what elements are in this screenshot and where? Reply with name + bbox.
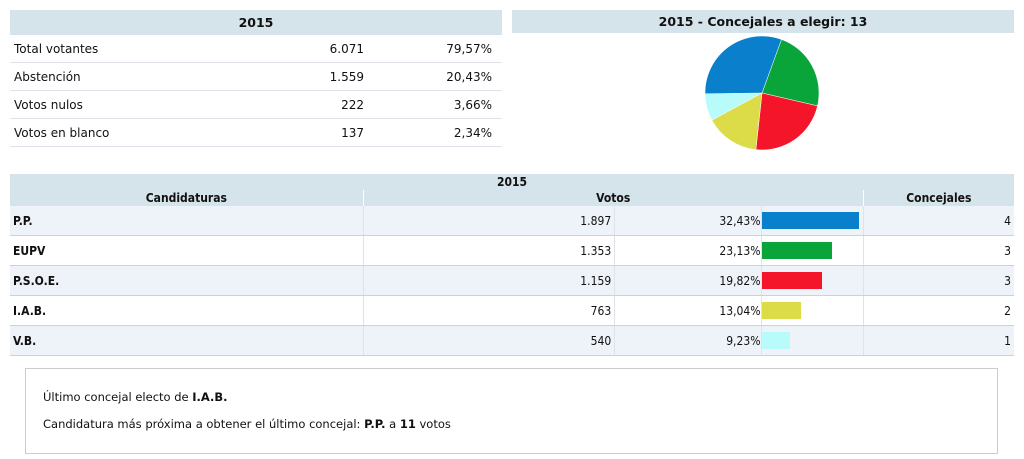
note-box: Último concejal electo de I.A.B. Candida…	[25, 368, 998, 454]
party-name: EUPV	[10, 235, 364, 266]
summary-row: Total votantes 6.071 79,57%	[10, 35, 502, 63]
party-seats: 3	[863, 265, 1014, 296]
summary-table: 2015 Total votantes 6.071 79,57% Abstenc…	[10, 10, 502, 147]
pie-panel: 2015 - Concejales a elegir: 13	[512, 10, 1014, 160]
header-candidaturas: Candidaturas	[10, 190, 364, 206]
party-seats: 3	[863, 235, 1014, 266]
party-votes: 540	[363, 325, 616, 356]
header-votos: Votos	[363, 190, 864, 206]
party-name: P.P.	[10, 206, 364, 236]
pie-title: 2015 - Concejales a elegir: 13	[512, 10, 1014, 33]
party-votes: 763	[363, 295, 616, 326]
party-bar	[762, 332, 791, 349]
party-votes: 1.897	[363, 206, 616, 236]
results-table: 2015 Candidaturas Votos Concejales P.P. …	[10, 174, 1014, 356]
closest-candidate-text: Candidatura más próxima a obtener el últ…	[43, 417, 451, 431]
summary-value: 137	[240, 118, 368, 147]
pie-slice-psoe	[755, 92, 818, 151]
last-seat-text: Último concejal electo de I.A.B.	[43, 390, 228, 404]
result-row: P.P. 1.897 32,43% 4	[10, 206, 1014, 236]
summary-row: Votos nulos 222 3,66%	[10, 90, 502, 119]
summary-row: Abstención 1.559 20,43%	[10, 62, 502, 91]
summary-value: 1.559	[240, 62, 368, 91]
header-concejales: Concejales	[906, 191, 972, 205]
pie-slice-eupv	[761, 39, 820, 107]
party-bar	[762, 212, 860, 229]
summary-pct: 20,43%	[368, 62, 502, 91]
summary-row: Votos en blanco 137 2,34%	[10, 118, 502, 147]
party-seats: 2	[863, 295, 1014, 326]
summary-pct: 3,66%	[368, 90, 502, 119]
summary-label: Total votantes	[10, 35, 240, 63]
seats-pie-chart	[704, 35, 820, 151]
summary-label: Votos nulos	[10, 90, 240, 119]
party-pct: 9,23%	[614, 325, 762, 356]
summary-pct: 2,34%	[368, 118, 502, 147]
party-bar	[762, 302, 802, 319]
party-votes: 1.159	[363, 265, 616, 296]
pie-slice-iab	[711, 92, 763, 150]
summary-label: Abstención	[10, 62, 240, 91]
party-seats: 1	[863, 325, 1014, 356]
party-name: P.S.O.E.	[10, 265, 364, 296]
summary-label: Votos en blanco	[10, 118, 240, 147]
party-pct: 19,82%	[614, 265, 762, 296]
party-pct: 23,13%	[614, 235, 762, 266]
result-row: V.B. 540 9,23% 1	[10, 325, 1014, 356]
summary-pct: 79,57%	[368, 35, 502, 63]
summary-value: 6.071	[240, 35, 368, 63]
pie-slice-pp	[704, 35, 782, 95]
result-row: P.S.O.E. 1.159 19,82% 3	[10, 265, 1014, 296]
result-row: EUPV 1.353 23,13% 3	[10, 235, 1014, 266]
party-seats: 4	[863, 206, 1014, 236]
summary-value: 222	[240, 90, 368, 119]
party-name: V.B.	[10, 325, 364, 356]
party-pct: 13,04%	[614, 295, 762, 326]
result-row: I.A.B. 763 13,04% 2	[10, 295, 1014, 326]
summary-title: 2015	[10, 10, 502, 35]
party-bar	[762, 272, 822, 289]
party-votes: 1.353	[363, 235, 616, 266]
party-name: I.A.B.	[10, 295, 364, 326]
party-bar	[762, 242, 832, 259]
results-title: 2015	[10, 174, 1014, 190]
party-pct: 32,43%	[614, 206, 762, 236]
